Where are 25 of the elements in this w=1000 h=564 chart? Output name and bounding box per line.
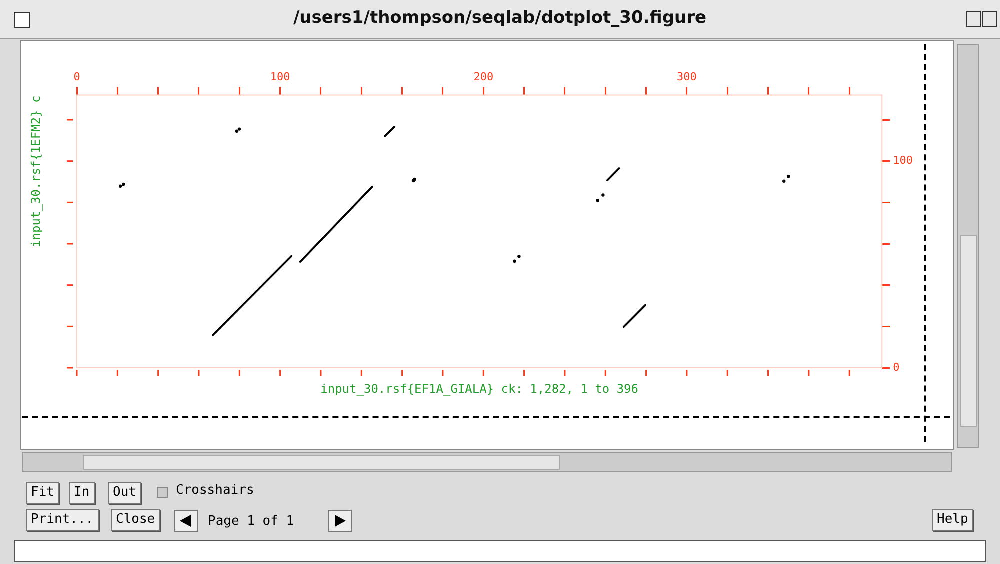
point: [787, 175, 790, 178]
y-axis-title: input_30.rsf{1EFM2} c: [29, 96, 44, 248]
point: [122, 182, 126, 186]
point: [602, 194, 605, 197]
point: [518, 255, 521, 258]
text: Page 1 of 1: [208, 514, 294, 529]
text: Crosshairs: [176, 483, 254, 498]
text: Out: [108, 482, 142, 504]
point: [235, 130, 239, 133]
x-tick-label: 300: [677, 70, 697, 84]
point: [782, 180, 786, 183]
text: Help: [932, 509, 974, 531]
point: [238, 128, 242, 131]
point: [596, 199, 600, 202]
text: Close: [111, 509, 160, 531]
x-tick-label: 0: [74, 70, 80, 84]
x-tick-label: 200: [474, 70, 494, 84]
x-axis-title: input_30.rsf{EF1A_GIALA} ck: 1,282, 1 to 396: [320, 382, 639, 396]
chart-title: /users1/thompson/seqlab/dotplot_30.figure: [292, 8, 708, 28]
point: [513, 260, 516, 263]
text: In: [69, 482, 95, 504]
x-tick-label: 100: [270, 70, 290, 84]
point: [118, 184, 122, 188]
text: Fit: [26, 482, 60, 504]
text: Print...: [26, 509, 99, 531]
